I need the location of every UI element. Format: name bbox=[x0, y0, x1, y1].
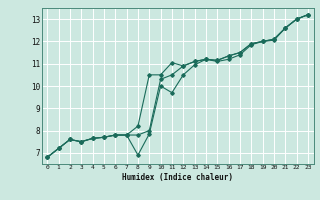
X-axis label: Humidex (Indice chaleur): Humidex (Indice chaleur) bbox=[122, 173, 233, 182]
